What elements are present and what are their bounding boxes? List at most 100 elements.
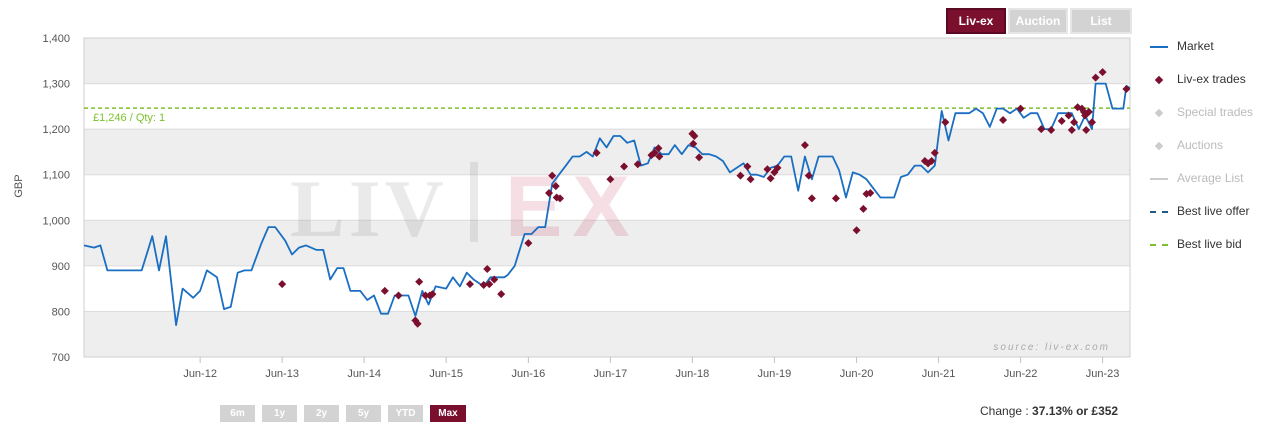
trade-point: [1088, 118, 1097, 127]
legend-item[interactable]: Market: [1150, 37, 1214, 55]
x-tick-label: Jun-13: [265, 368, 299, 380]
legend-item[interactable]: Special trades: [1150, 103, 1253, 121]
trade-point: [524, 239, 533, 248]
trade-point: [927, 157, 936, 166]
y-tick-label: 1,400: [42, 33, 70, 45]
trade-point: [773, 163, 782, 172]
trade-point: [592, 148, 601, 157]
trade-point: [421, 291, 430, 300]
trade-point: [548, 171, 557, 180]
trade-point: [999, 116, 1008, 125]
trade-point: [831, 194, 840, 203]
y-tick-label: 1,300: [42, 79, 70, 91]
trade-point: [620, 162, 629, 171]
legend-label: Special trades: [1177, 105, 1254, 119]
trade-point: [606, 175, 615, 184]
trade-point: [479, 280, 488, 289]
legend-item[interactable]: Best live offer: [1150, 202, 1249, 220]
trade-point: [428, 290, 437, 299]
trade-point: [930, 148, 939, 157]
range-6m-button[interactable]: 6m: [220, 405, 255, 422]
x-tick-label: Jun-19: [758, 368, 792, 380]
trade-point: [278, 280, 287, 289]
trade-point: [807, 194, 816, 203]
series-marks: £1,246 / Qty: 1: [83, 68, 1131, 328]
plot-band: [84, 220, 1130, 266]
trade-point: [695, 153, 704, 162]
trade-point: [415, 277, 424, 286]
x-tick-label: Jun-18: [676, 368, 710, 380]
trade-point: [654, 144, 663, 153]
change-prefix: Change :: [980, 404, 1033, 418]
y-tick-label: 1,000: [42, 215, 70, 227]
legend-label: Average List: [1177, 171, 1244, 185]
legend-label: Liv-ex trades: [1177, 72, 1246, 86]
plot-band: [84, 311, 1130, 357]
plot-border: [83, 37, 1131, 358]
trade-point: [1037, 125, 1046, 134]
trade-point: [650, 148, 659, 157]
trade-point: [689, 139, 698, 148]
legend-item[interactable]: Liv-ex trades: [1150, 70, 1246, 88]
trade-point: [746, 175, 755, 184]
y-tick-label: 1,200: [42, 124, 70, 136]
trade-point: [655, 152, 664, 161]
trade-point: [1047, 126, 1056, 135]
trade-point: [941, 118, 950, 127]
legend-item[interactable]: Average List: [1150, 169, 1244, 187]
trade-point: [551, 182, 560, 191]
y-tick-label: 900: [52, 261, 70, 273]
x-tick-label: Jun-12: [183, 368, 217, 380]
y-axis-title: GBP: [13, 174, 25, 197]
trade-point: [766, 174, 775, 183]
trade-point: [380, 286, 389, 295]
trade-point: [545, 188, 554, 197]
trade-point: [1082, 126, 1091, 135]
trade-point: [743, 162, 752, 171]
x-tick-label: Jun-21: [922, 368, 956, 380]
legend-label: Auctions: [1177, 138, 1224, 152]
trade-point: [1122, 85, 1131, 94]
plot-band: [84, 129, 1130, 175]
range-1y-button[interactable]: 1y: [262, 405, 297, 422]
x-tick-label: Jun-22: [1004, 368, 1038, 380]
trade-point: [1070, 118, 1079, 127]
trade-point: [1091, 73, 1100, 82]
legend-label: Best live offer: [1177, 204, 1250, 218]
legend-swatch: [1150, 74, 1168, 86]
trade-point: [483, 265, 492, 274]
svg-text:EX: EX: [505, 159, 640, 255]
plot-bands: [83, 37, 1131, 358]
legend-swatch: [1150, 173, 1168, 185]
legend-item[interactable]: Best live bid: [1150, 235, 1242, 253]
trade-point: [1064, 111, 1073, 120]
trade-point: [763, 165, 772, 174]
range-5y-button[interactable]: 5y: [346, 405, 381, 422]
legend-item[interactable]: Auctions: [1150, 136, 1223, 154]
svg-text:LIV: LIV: [290, 163, 448, 254]
trade-point: [1057, 116, 1066, 125]
legend-swatch: [1150, 140, 1168, 152]
legend-swatch: [1150, 107, 1168, 119]
range-max-button[interactable]: Max: [430, 405, 466, 422]
trade-point: [556, 194, 565, 203]
trade-point: [866, 188, 875, 197]
range-ytd-button[interactable]: YTD: [388, 405, 423, 422]
y-axis: 700 800 900 1,000 1,100 1,200 1,300 1,400: [42, 33, 70, 364]
range-2y-button[interactable]: 2y: [304, 405, 339, 422]
tab-list[interactable]: List: [1070, 8, 1132, 34]
trade-point: [859, 204, 868, 213]
tab-auction[interactable]: Auction: [1008, 8, 1068, 34]
trade-point: [1016, 104, 1025, 113]
y-tick-label: 800: [52, 306, 70, 318]
trade-point: [490, 275, 499, 284]
trade-point: [1084, 107, 1093, 116]
tab-liv-ex[interactable]: Liv-ex: [946, 8, 1006, 34]
trade-point: [852, 226, 861, 235]
x-tick-label: Jun-20: [840, 368, 874, 380]
change-value: 37.13% or £352: [1032, 404, 1119, 418]
trade-point: [736, 171, 745, 180]
change-summary: Change : 37.13% or £352: [980, 404, 1118, 418]
legend-label: Market: [1177, 39, 1214, 53]
